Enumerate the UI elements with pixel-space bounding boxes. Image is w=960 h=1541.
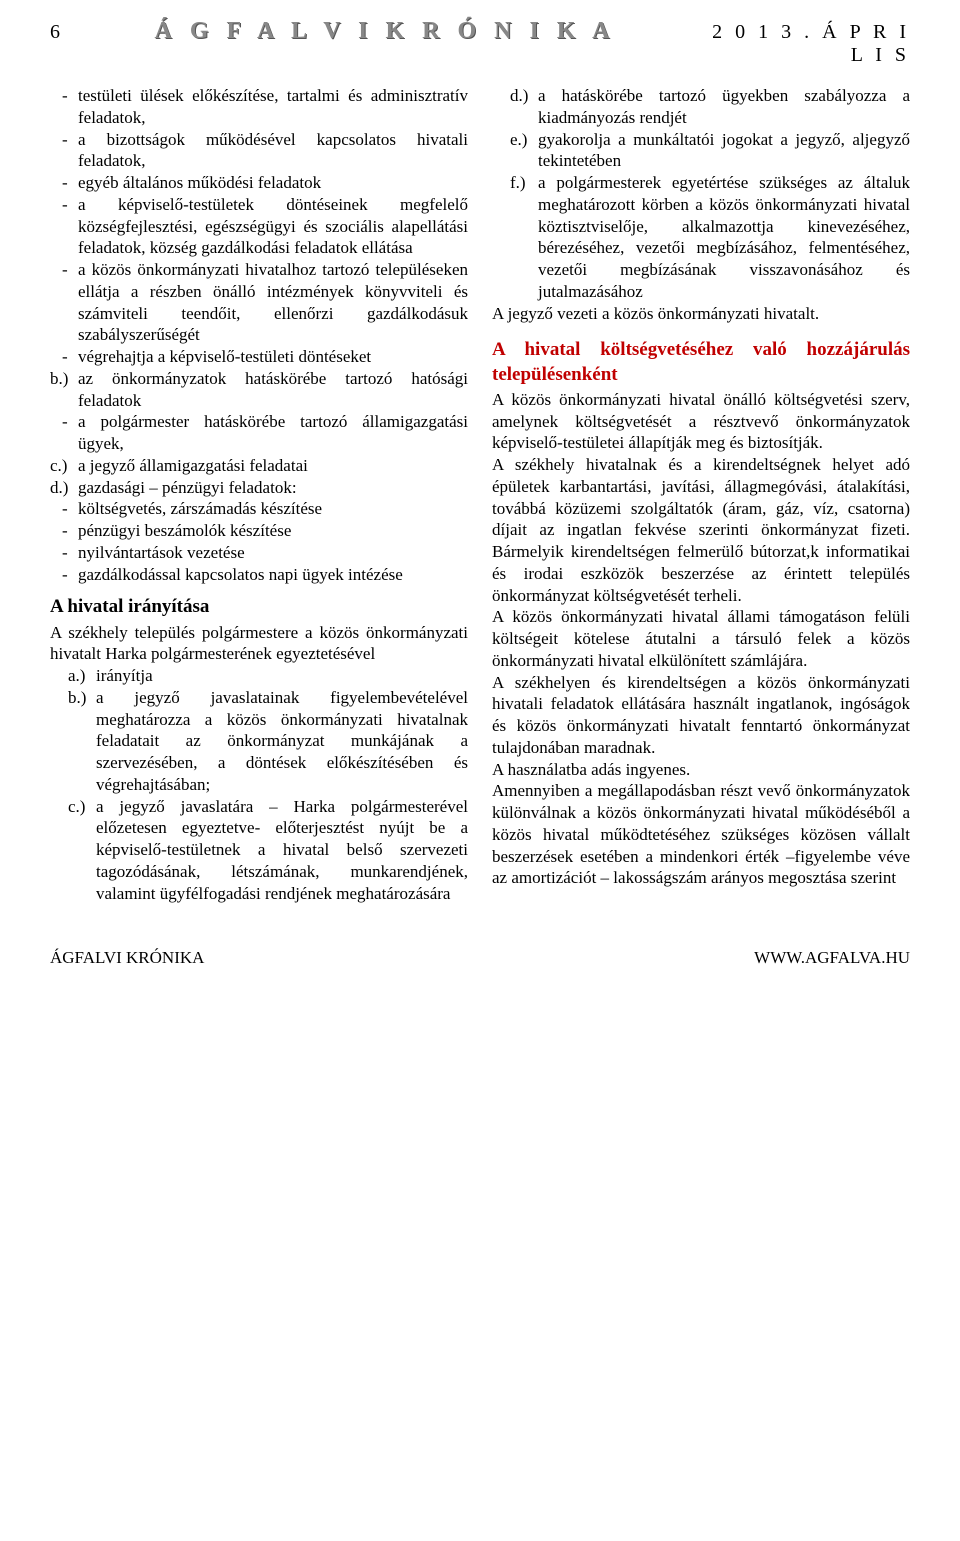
paragraph: A közös önkormányzati hivatal önálló köl… [492,389,910,454]
footer-right: WWW.AGFALVA.HU [754,948,910,968]
lettered-item: c.)a jegyző javaslatára – Harka polgárme… [50,796,468,905]
page-header: 6 Á G F A L V I K R Ó N I K A 2 0 1 3 . … [50,18,910,67]
lettered-item: e.)gyakorolja a munkáltatói jogokat a je… [492,129,910,173]
section-heading: A hivatal irányítása [50,595,468,619]
content-columns: -testületi ülések előkészítése, tartalmi… [50,85,910,904]
lettered-item: d.)a hatáskörébe tartozó ügyekben szabál… [492,85,910,129]
paragraph: A székhely település polgármestere a köz… [50,622,468,666]
list-item: -a polgármester hatáskörébe tartozó álla… [50,411,468,455]
lettered-item: b.)a jegyző javaslatainak figyelembevéte… [50,687,468,796]
list-item: -a képviselő-testületek döntéseinek megf… [50,194,468,259]
right-column: d.)a hatáskörébe tartozó ügyekben szabál… [492,85,910,904]
paragraph: A székhely hivatalnak és a kirendeltségn… [492,454,910,606]
masthead-title: Á G F A L V I K R Ó N I K A [80,18,690,45]
lettered-item: c.)a jegyző államigazgatási feladatai [50,455,468,477]
paragraph: A használatba adás ingyenes. [492,759,910,781]
page-footer: ÁGFALVI KRÓNIKA WWW.AGFALVA.HU [50,948,910,968]
paragraph: A közös önkormányzati hivatal állami tám… [492,606,910,671]
list-item: -végrehajtja a képviselő-testületi dönté… [50,346,468,368]
lettered-item: f.)a polgármesterek egyetértése szüksége… [492,172,910,303]
paragraph: Amennyiben a megállapodásban részt vevő … [492,780,910,889]
list-item: -egyéb általános működési feladatok [50,172,468,194]
lettered-item: a.)irányítja [50,665,468,687]
list-item: -pénzügyi beszámolók készítése [50,520,468,542]
issue-date: 2 0 1 3 . Á P R I L I S [690,21,910,67]
list-item: -a bizottságok működésével kapcsolatos h… [50,129,468,173]
paragraph: A székhelyen és kirendeltségen a közös ö… [492,672,910,759]
list-item: -költségvetés, zárszámadás készítése [50,498,468,520]
section-heading-red: A hivatal költségvetéséhez való hozzájár… [492,338,910,387]
paragraph: A jegyző vezeti a közös önkormányzati hi… [492,303,910,325]
list-item: -a közös önkormányzati hivatalhoz tartoz… [50,259,468,346]
list-item: -testületi ülések előkészítése, tartalmi… [50,85,468,129]
lettered-item: b.)az önkormányzatok hatáskörébe tartozó… [50,368,468,412]
page-number: 6 [50,21,80,44]
lettered-item: d.)gazdasági – pénzügyi feladatok: [50,477,468,499]
list-item: -nyilvántartások vezetése [50,542,468,564]
footer-left: ÁGFALVI KRÓNIKA [50,948,204,968]
left-column: -testületi ülések előkészítése, tartalmi… [50,85,468,904]
list-item: -gazdálkodással kapcsolatos napi ügyek i… [50,564,468,586]
